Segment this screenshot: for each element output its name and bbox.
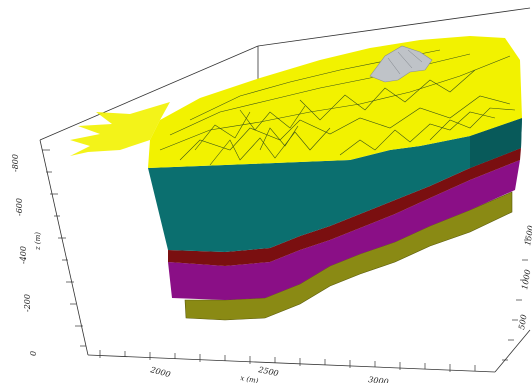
box-edge-top-right: [257, 7, 531, 47]
box-edge-bottom-right: [494, 329, 531, 373]
z-axis-label: z (m): [34, 232, 42, 251]
z-tick-2: -400: [19, 246, 28, 264]
box-edge-left: [39, 139, 89, 356]
fault-highlight-lines: [387, 49, 423, 75]
x-tick-2500: 2500: [257, 365, 280, 378]
x-tick-2000: 2000: [149, 365, 172, 379]
z-tick-0: 0: [29, 351, 38, 356]
surface-wisps: [70, 102, 170, 156]
y-tick-500: 500: [517, 314, 529, 331]
y-axis-ticks: [502, 239, 530, 361]
surface-mesh: [159, 49, 516, 166]
z-tick-3: -600: [15, 198, 24, 216]
z-axis-ticks: [42, 149, 86, 347]
z-axis-tick-labels: 0 -200 -400 z (m) -600 -800: [11, 154, 42, 356]
y-tick-1000: 1000: [520, 269, 532, 291]
y-tick-1500: 1500: [523, 225, 532, 247]
middle-layer: [168, 160, 520, 300]
z-tick-4: -800: [11, 154, 20, 172]
thin-layer: [168, 148, 521, 266]
z-tick-1: -200: [23, 294, 32, 312]
x-axis-label: x (m): [240, 374, 260, 383]
x-tick-3000: 3000: [368, 375, 389, 383]
x-axis-ticks: [99, 350, 476, 372]
fault-highlight: [369, 45, 433, 83]
x-axis-tick-labels: 2000 x (m) 2500 3000: [149, 365, 390, 383]
upper-layer: [148, 118, 522, 252]
upper-layer-side-shade: [470, 118, 522, 168]
box-edge-bottom-front: [87, 354, 496, 373]
top-surface: [148, 36, 522, 168]
y-axis-tick-labels: 500 1000 1500: [517, 225, 532, 331]
box-edge-top-back: [39, 45, 259, 141]
